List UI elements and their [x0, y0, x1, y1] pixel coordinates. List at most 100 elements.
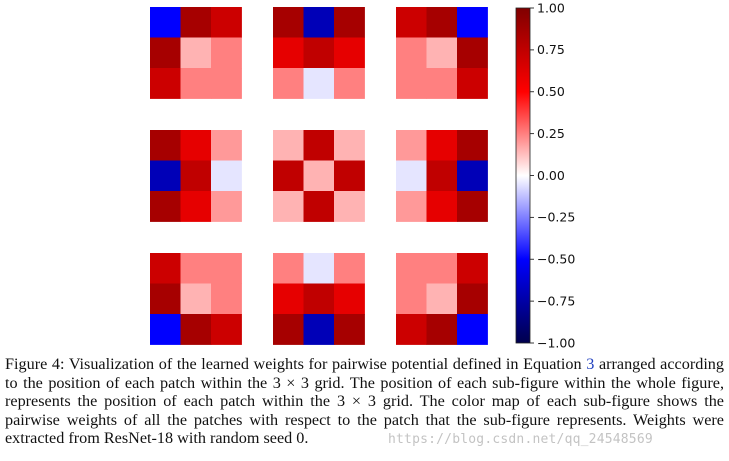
colorbar-tick-label: −1.00 — [537, 335, 575, 350]
heatmap-cell — [334, 314, 365, 345]
heatmap-cell — [457, 253, 488, 284]
heatmap-cell — [273, 314, 304, 345]
heatmap-cell — [150, 160, 181, 192]
heatmap-cell — [426, 130, 458, 161]
heatmap-cell — [303, 283, 335, 315]
subplot-bottom-left — [150, 253, 242, 345]
equation-reference-link[interactable]: 3 — [586, 355, 595, 373]
heatmap-cell — [150, 130, 181, 161]
subplot-bottom-right — [396, 253, 488, 345]
heatmap-cell — [396, 253, 427, 284]
heatmap-cell — [457, 191, 488, 222]
heatmap-cell — [273, 130, 304, 161]
colorbar-ticks: 1.00 0.75 0.50 0.25 0.00 −0.25 −0.50 −0.75 −1.00 — [530, 0, 575, 350]
heatmap-cell — [303, 160, 335, 192]
heatmap-cell — [457, 160, 488, 192]
heatmap-cell — [396, 191, 427, 222]
heatmap-cell — [150, 314, 181, 345]
colorbar-tick-label: 0.00 — [537, 168, 565, 183]
heatmap-cell — [273, 253, 304, 284]
heatmap-cell — [180, 314, 212, 345]
colorbar-tick-label: 0.75 — [537, 42, 565, 57]
heatmap-cell — [457, 7, 488, 38]
subplot-top-left — [150, 7, 242, 99]
subplot-center — [273, 130, 365, 222]
heatmap-cell — [273, 37, 304, 69]
heatmap-cell — [426, 37, 458, 69]
heatmap-cell — [303, 7, 335, 38]
heatmap-cell — [180, 160, 212, 192]
heatmap-cell — [150, 7, 181, 38]
heatmap-cell — [150, 68, 181, 99]
heatmap-cell — [150, 253, 181, 284]
heatmap-cell — [211, 191, 242, 222]
heatmap-cell — [426, 314, 458, 345]
heatmap-cell — [457, 68, 488, 99]
heatmap-cell — [273, 68, 304, 99]
heatmap-cell — [457, 314, 488, 345]
heatmap-cell — [273, 160, 304, 192]
heatmap-cell — [334, 37, 365, 69]
heatmap-cell — [273, 7, 304, 38]
heatmap-cell — [426, 283, 458, 315]
subplot-middle-left — [150, 130, 242, 222]
heatmap-cell — [396, 314, 427, 345]
heatmap-cell — [180, 253, 212, 284]
heatmap-cell — [303, 191, 335, 222]
heatmap-cell — [211, 253, 242, 284]
heatmap-cell — [426, 68, 458, 99]
heatmap-cell — [426, 253, 458, 284]
heatmap-cell — [303, 37, 335, 69]
heatmap-cell — [211, 283, 242, 315]
colorbar-tick-label: 0.25 — [537, 126, 565, 141]
heatmap-cell — [396, 160, 427, 192]
heatmap-cell — [211, 37, 242, 69]
subplot-middle-right — [396, 130, 488, 222]
colorbar-tick-label: −0.25 — [537, 210, 575, 225]
heatmap-cell — [334, 191, 365, 222]
heatmap-cell — [396, 130, 427, 161]
heatmap-cell — [457, 283, 488, 315]
heatmap-cell — [180, 283, 212, 315]
heatmap-cell — [396, 68, 427, 99]
heatmap-cell — [457, 37, 488, 69]
heatmap-cell — [273, 283, 304, 315]
colorbar: 1.00 0.75 0.50 0.25 0.00 −0.25 −0.50 −0.75 −1.00 — [515, 0, 575, 350]
weights-figure: 1.00 0.75 0.50 0.25 0.00 −0.25 −0.50 −0.75 −1.00 — [150, 0, 575, 350]
heatmap-cell — [334, 253, 365, 284]
heatmap-cell — [426, 191, 458, 222]
figure-caption: Figure 4: Visualization of the learned w… — [5, 355, 724, 448]
heatmap-cell — [180, 130, 212, 161]
heatmap-grid — [150, 7, 488, 345]
heatmap-cell — [211, 160, 242, 192]
watermark: https://blog.csdn.net/qq_24548569 — [388, 432, 653, 447]
heatmap-cell — [303, 253, 335, 284]
colorbar-tick-label: 0.50 — [537, 84, 565, 99]
heatmap-cell — [457, 130, 488, 161]
heatmap-cell — [303, 68, 335, 99]
colorbar-tick-label: −0.50 — [537, 252, 575, 267]
heatmap-cell — [334, 283, 365, 315]
heatmap-cell — [150, 37, 181, 69]
colorbar-gradient — [515, 7, 531, 344]
heatmap-cell — [211, 314, 242, 345]
heatmap-cell — [426, 7, 458, 38]
heatmap-cell — [211, 68, 242, 99]
heatmap-cell — [396, 283, 427, 315]
subplot-bottom-center — [273, 253, 365, 345]
heatmap-cell — [303, 130, 335, 161]
heatmap-cell — [396, 7, 427, 38]
heatmap-cell — [273, 191, 304, 222]
heatmap-cell — [150, 191, 181, 222]
heatmap-cell — [180, 7, 212, 38]
subplot-top-center — [273, 7, 365, 99]
heatmap-cell — [180, 191, 212, 222]
heatmap-cell — [180, 37, 212, 69]
caption-text-2: arranged according to the position of ea… — [5, 355, 724, 448]
heatmap-cell — [211, 7, 242, 38]
heatmap-cell — [334, 160, 365, 192]
subplot-top-right — [396, 7, 488, 99]
heatmap-cell — [180, 68, 212, 99]
colorbar-tick-label: 1.00 — [537, 0, 565, 15]
heatmap-cell — [426, 160, 458, 192]
